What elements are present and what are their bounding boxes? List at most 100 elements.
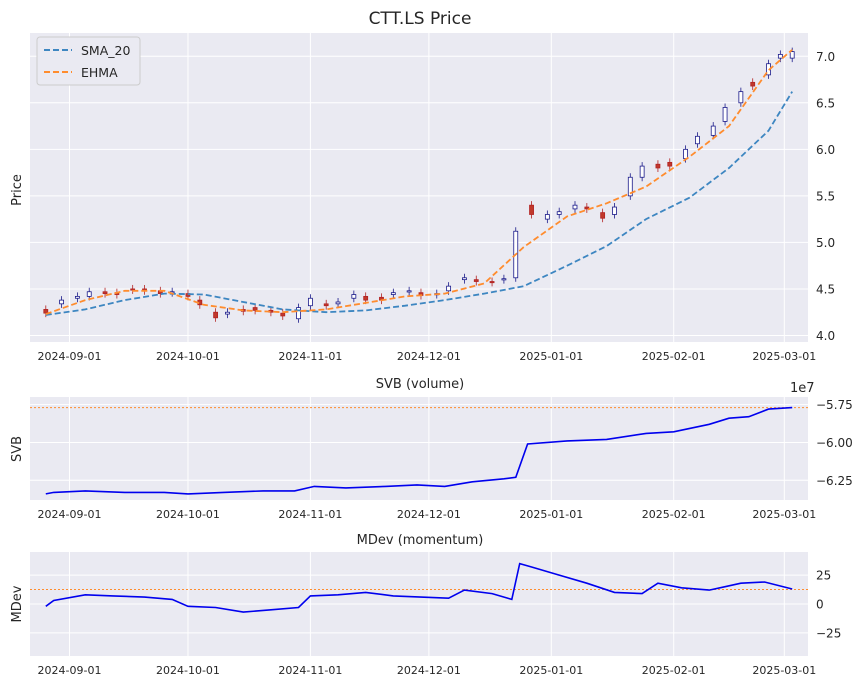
y-tick-label: 6.5 — [816, 96, 835, 110]
svb-gridlines — [30, 397, 808, 500]
x-tick-label: 2024-12-01 — [397, 350, 461, 363]
candle-body — [789, 51, 795, 59]
mdev-ylabel: MDev — [10, 585, 25, 622]
x-tick-label: 2025-03-01 — [752, 350, 816, 363]
svb-y-ticks: −6.25 −6.00 −5.75 — [816, 398, 853, 488]
y-tick-label: −6.25 — [816, 474, 853, 488]
candle-body — [74, 295, 80, 299]
candle-body — [252, 307, 258, 311]
svb-line — [45, 406, 793, 495]
ehma-line — [45, 49, 793, 315]
x-tick-label: 2025-03-01 — [752, 508, 816, 521]
candle-body — [639, 165, 645, 178]
svb-lines — [30, 406, 808, 495]
mdev-title: MDev (momentum) — [357, 533, 484, 548]
candle-body — [406, 290, 412, 293]
candle-body — [307, 297, 313, 307]
y-tick-label: 25 — [816, 569, 831, 583]
y-tick-label: 6.0 — [816, 143, 835, 157]
y-tick-label: 4.0 — [816, 329, 835, 343]
candle-body — [102, 291, 108, 295]
candle-body — [710, 125, 716, 136]
candle-body — [489, 281, 495, 284]
x-tick-label: 2024-09-01 — [38, 350, 102, 363]
candle-body — [280, 312, 286, 317]
candle-body — [750, 81, 756, 87]
svb-offset-text: 1e7 — [790, 381, 815, 396]
x-tick-label: 2024-09-01 — [38, 664, 102, 677]
x-tick-label: 2024-11-01 — [278, 664, 342, 677]
price-panel: 2024-09-01 2024-10-01 2024-11-01 2024-12-01… — [10, 9, 835, 363]
candle-body — [351, 294, 357, 299]
x-tick-label: 2024-12-01 — [397, 664, 461, 677]
price-ylabel: Price — [10, 174, 25, 206]
svb-plot-area — [30, 397, 808, 500]
mdev-lines — [30, 562, 808, 613]
candle-body — [390, 292, 396, 295]
x-tick-label: 2025-01-01 — [519, 350, 583, 363]
x-tick-label: 2024-11-01 — [278, 508, 342, 521]
mdev-gridlines — [30, 552, 808, 656]
candle-body — [738, 91, 744, 104]
candle-body — [462, 277, 467, 281]
candle-body — [323, 303, 329, 307]
candle-body — [572, 204, 578, 210]
candle-body — [683, 148, 688, 160]
candle-body — [667, 161, 673, 167]
x-tick-label: 2025-03-01 — [752, 664, 816, 677]
candle-body — [473, 279, 479, 282]
candle-body — [655, 163, 661, 169]
price-y-ticks: 4.0 4.5 5.0 5.5 6.0 6.5 7.0 — [816, 50, 835, 343]
candle-body — [612, 206, 617, 215]
candle-body — [600, 212, 606, 219]
x-tick-label: 2024-10-01 — [156, 350, 220, 363]
candle-body — [584, 206, 590, 210]
price-gridlines — [30, 33, 808, 342]
y-tick-label: 0 — [816, 598, 824, 612]
candle-body — [722, 107, 728, 122]
x-tick-label: 2024-12-01 — [397, 508, 461, 521]
y-tick-label: 5.5 — [816, 189, 835, 203]
y-tick-label: −6.00 — [816, 436, 853, 450]
y-tick-label: −5.75 — [816, 398, 853, 412]
candle-body — [627, 176, 633, 197]
candle-body — [213, 311, 219, 319]
candle-body — [86, 291, 92, 297]
y-tick-label: 7.0 — [816, 50, 835, 64]
svb-ylabel: SVB — [10, 436, 25, 462]
x-tick-label: 2025-01-01 — [519, 664, 583, 677]
price-lines — [45, 49, 793, 316]
y-tick-label: 5.0 — [816, 236, 835, 250]
candle-body — [225, 311, 230, 315]
candle-body — [43, 309, 49, 314]
mdev-y-ticks: −25 0 25 — [816, 569, 841, 641]
candle-body — [335, 301, 341, 305]
candle-body — [363, 295, 369, 301]
candle-body — [59, 299, 64, 305]
svb-x-ticks: 2024-09-01 2024-10-01 2024-11-01 2024-12-01… — [38, 508, 817, 521]
legend-ehma-label: EHMA — [81, 65, 118, 80]
x-tick-label: 2024-10-01 — [156, 664, 220, 677]
mdev-x-ticks: 2024-09-01 2024-10-01 2024-11-01 2024-12-01… — [38, 664, 817, 677]
x-tick-label: 2024-11-01 — [278, 350, 342, 363]
legend-sma-label: SMA_20 — [81, 43, 130, 58]
x-tick-label: 2025-02-01 — [642, 508, 706, 521]
mdev-panel: 2024-09-01 2024-10-01 2024-11-01 2024-12-01… — [10, 533, 841, 677]
y-tick-label: 4.5 — [816, 282, 835, 296]
price-x-ticks: 2024-09-01 2024-10-01 2024-11-01 2024-12-01… — [38, 350, 817, 363]
svb-title: SVB (volume) — [376, 377, 465, 392]
y-tick-label: −25 — [816, 626, 841, 640]
candle-body — [556, 211, 562, 215]
candle-body — [296, 307, 301, 320]
candle-body — [446, 285, 452, 292]
candle-body — [501, 278, 507, 281]
candle-body — [544, 214, 550, 220]
x-tick-label: 2025-02-01 — [642, 350, 706, 363]
mdev-line — [45, 562, 793, 613]
price-title: CTT.LS Price — [369, 9, 472, 29]
x-tick-label: 2025-01-01 — [519, 508, 583, 521]
candle-body — [695, 135, 700, 145]
x-tick-label: 2024-10-01 — [156, 508, 220, 521]
candle-body — [529, 204, 534, 215]
